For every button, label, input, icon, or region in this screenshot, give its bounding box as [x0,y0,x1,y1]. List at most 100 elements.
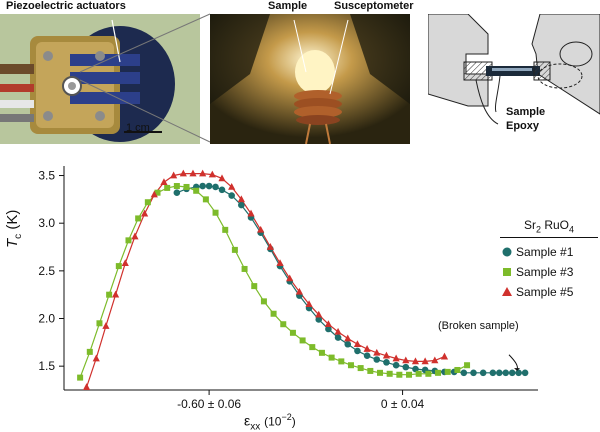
data-point-triangle [131,232,139,240]
data-point-circle [515,369,522,377]
x-axis-label-main: ε [244,412,251,429]
data-point-square [77,374,84,381]
actuator-photo [0,14,200,144]
data-point-square [202,196,209,203]
data-point-square [406,371,413,378]
legend-entry-sample-3: Sample #3 [500,262,598,282]
actuator-label: Piezoelectric actuators [6,0,126,12]
data-point-circle [363,352,371,359]
data-point-triangle [218,174,226,182]
data-point-circle [334,334,342,341]
data-point-square [125,237,132,244]
data-point-square [309,344,316,351]
chart-labels: 1.5 2.0 2.5 3.0 3.5 -0.60 ± 0.06 0 ± 0.04 [38,169,521,411]
data-point-triangle [440,352,449,360]
data-point-triangle [141,209,149,217]
data-point-triangle [295,287,303,295]
legend-label-sample-3: Sample #3 [516,265,574,280]
data-point-circle [502,369,510,377]
data-point-triangle [344,334,352,342]
data-point-square [260,298,267,305]
zoom-connector [79,13,211,143]
legend-label-sample-1: Sample #1 [516,245,574,260]
series-line-3 [86,173,445,388]
data-point-circle [344,340,352,348]
data-point-triangle [276,259,284,267]
data-point-square [212,209,219,216]
data-point-circle [354,347,361,355]
legend-marker-triangle [502,287,512,297]
data-point-circle [392,361,400,369]
chart-axes [59,166,538,395]
data-point-circle [508,369,516,377]
x-axis-label: εxx (10−2) [244,412,296,432]
data-point-square [435,369,442,376]
legend-marker-circle [502,247,512,257]
data-point-square [241,265,248,272]
data-point-square [251,283,258,290]
data-point-triangle [305,300,313,308]
data-point-triangle [334,327,342,335]
legend-entry-sample-1: Sample #1 [500,242,598,262]
data-point-triangle [363,345,371,352]
x-axis-label-unit: (10 [264,414,282,429]
data-point-square [347,362,354,369]
data-point-circle [402,363,410,371]
data-point-triangle [266,243,274,250]
data-point-square [328,354,335,361]
data-point-circle [412,365,419,373]
data-point-square [357,365,364,372]
schematic-sample-label: Sample [506,106,546,118]
y-axis-label-unit: (K) [4,209,21,230]
data-point-circle [238,201,245,209]
data-point-triangle [160,178,168,186]
data-point-square [222,226,229,233]
schematic-epoxy-label: Epoxy [506,120,540,132]
x-tick-label: 0 ± 0.04 [381,397,425,411]
broken-sample-annotation: (Broken sample) [438,320,519,332]
data-point-triangle [102,322,110,329]
legend-marker-square [503,268,511,277]
data-point-circle [173,189,181,196]
y-tick-label: 2.5 [38,264,55,278]
legend-title-sub: 2 [535,224,541,235]
data-point-triangle [324,320,333,328]
data-point-circle [489,369,497,377]
x-tick-label: -0.60 ± 0.06 [177,397,241,411]
data-point-triangle [286,274,294,282]
data-point-circle [205,182,213,190]
data-point-circle [383,359,390,366]
legend-title-rest: RuO [540,218,569,232]
data-point-triangle [150,190,158,198]
annotation-arrow [508,354,518,371]
data-point-circle [496,369,503,377]
data-point-circle [212,183,219,191]
legend-label-sample-5: Sample #5 [516,285,574,300]
data-point-triangle [373,348,381,356]
data-point-square [338,358,345,365]
data-point-square [396,371,403,378]
data-point-square [377,369,383,376]
data-point-triangle [257,225,265,233]
data-point-square [415,370,422,377]
data-point-square [96,320,103,327]
data-point-square [86,348,93,355]
data-point-triangle [431,356,439,364]
data-point-triangle [92,354,100,362]
data-point-triangle [179,169,187,177]
susceptometer-photo-drawing [210,14,410,144]
data-point-square [280,321,287,328]
data-point-triangle [121,259,129,267]
data-point-square [173,183,180,190]
data-point-square [270,310,277,317]
data-point-triangle [247,209,255,217]
data-point-triangle [315,310,323,318]
data-point-triangle [82,383,91,390]
series-line-1 [176,185,526,374]
tc-strain-chart: 1.5 2.0 2.5 3.0 3.5 -0.60 ± 0.06 0 ± 0.04 [38,166,538,411]
data-point-square [135,215,142,222]
data-point-triangle [199,169,207,177]
legend-entry-sample-5: Sample #5 [500,282,598,302]
data-point-triangle [189,169,197,177]
data-point-square [115,263,122,270]
